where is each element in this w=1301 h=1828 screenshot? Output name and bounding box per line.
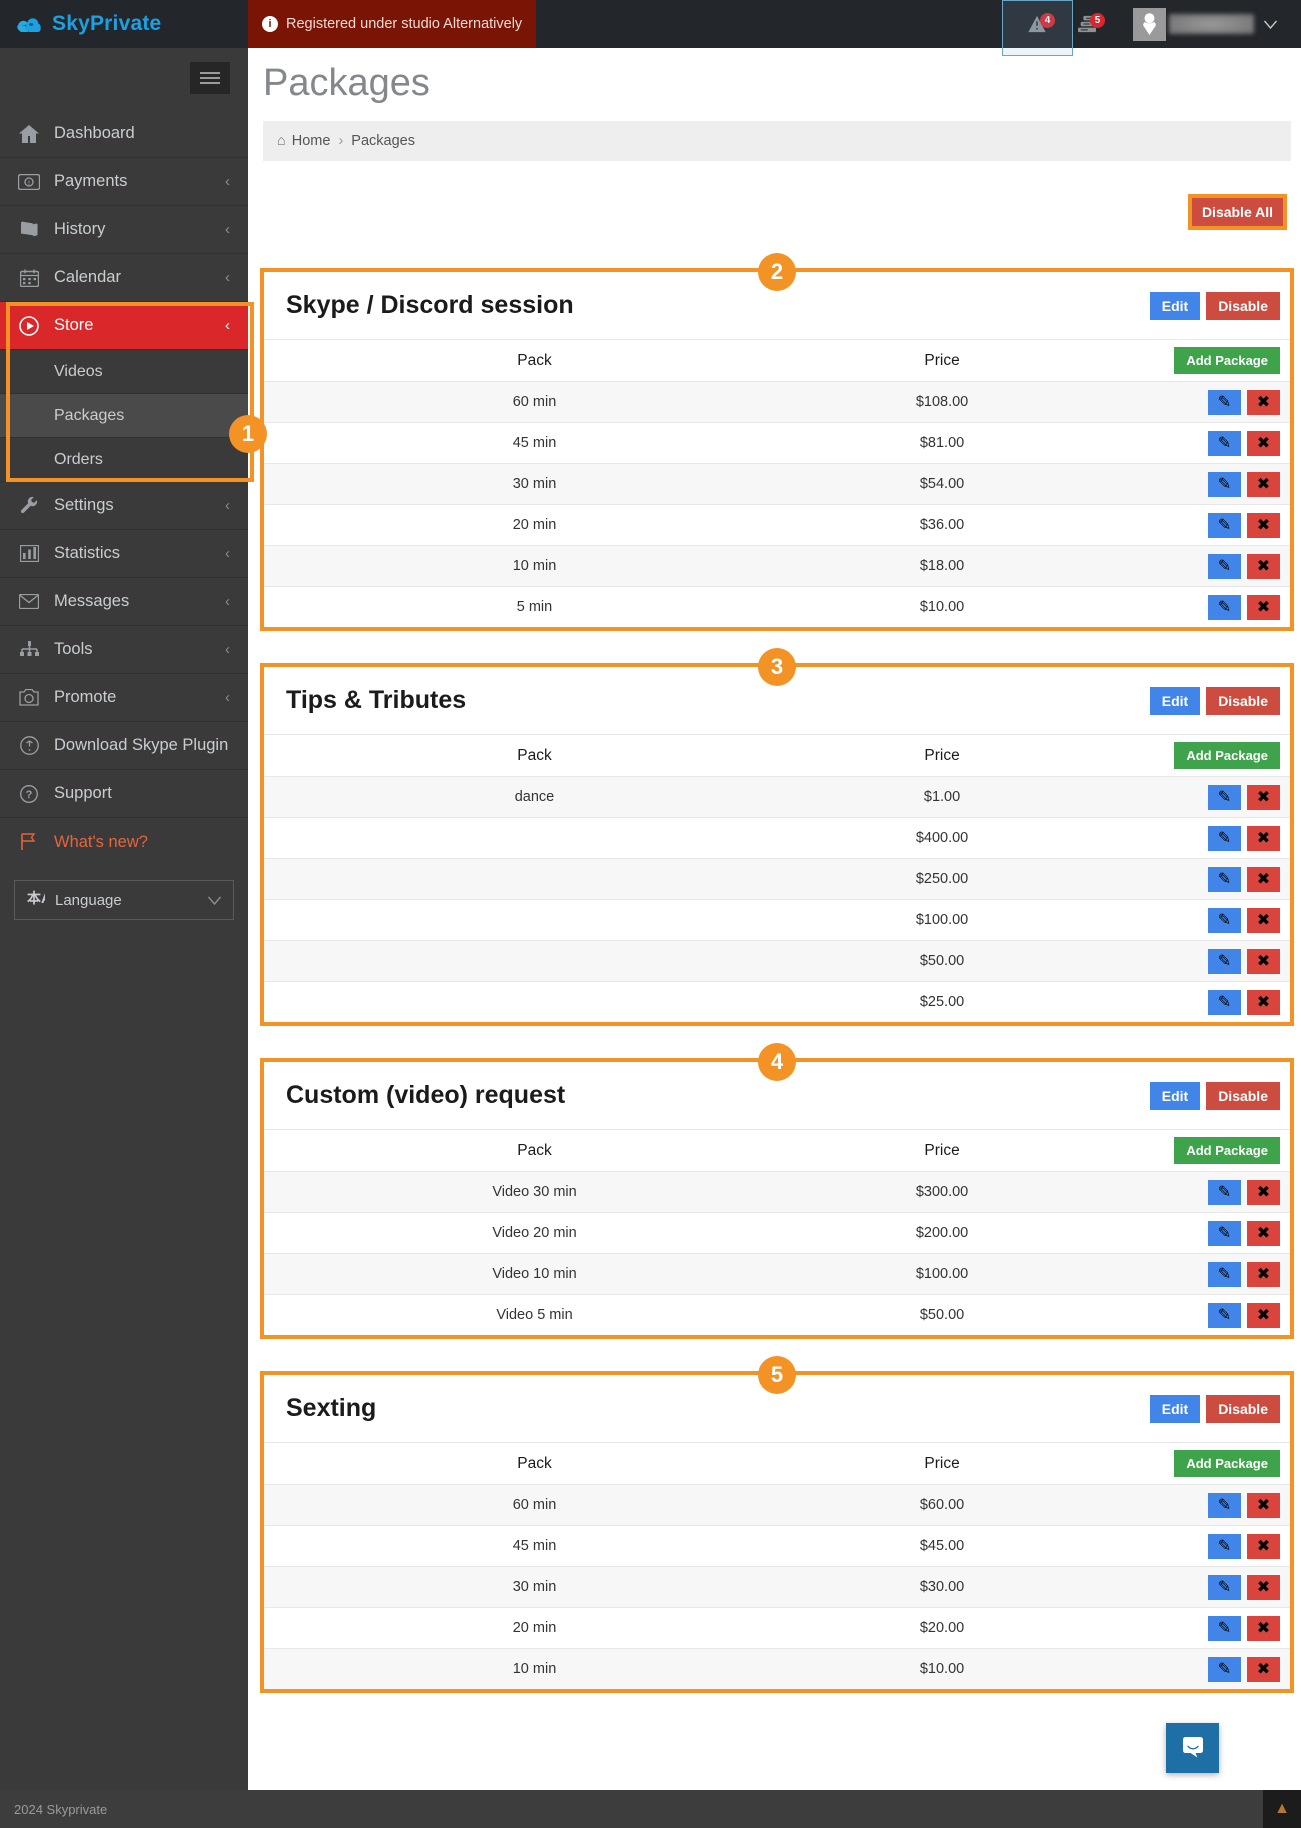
svg-text:本A: 本A bbox=[27, 890, 45, 906]
svg-text:!: ! bbox=[28, 181, 30, 187]
svg-text:?: ? bbox=[26, 789, 33, 801]
